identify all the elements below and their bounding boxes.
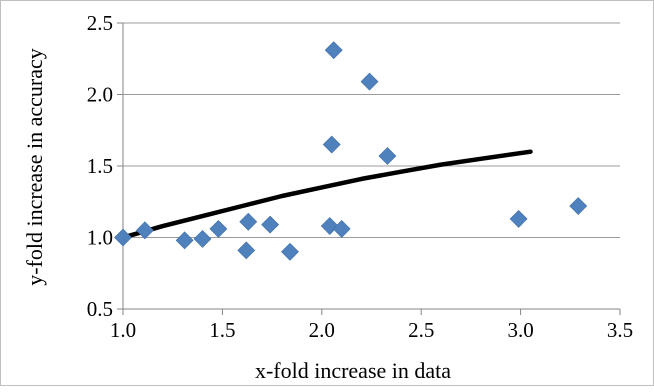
data-point: [332, 219, 351, 238]
y-tick-label: 0.5: [87, 297, 113, 321]
data-point: [281, 242, 299, 261]
y-tick-label: 1.0: [87, 226, 113, 250]
data-point: [114, 228, 132, 247]
x-tick-label: 1.0: [110, 318, 136, 342]
x-tick-label: 3.0: [507, 318, 533, 342]
data-point: [360, 72, 379, 91]
y-tick-labels: 0.5 1.0 1.5 2.0 2.5: [87, 11, 113, 321]
gridlines: [123, 22, 620, 310]
data-point: [209, 219, 228, 238]
data-point: [193, 230, 212, 248]
data-point: [509, 209, 528, 228]
data-point: [261, 215, 280, 234]
x-tick-labels: 1.0 1.5 2.0 2.5 3.0 3.5: [110, 318, 633, 342]
data-point: [175, 231, 194, 250]
y-axis-title: y-fold increase in accuracy: [22, 48, 47, 286]
data-point: [569, 197, 588, 215]
x-tick-label: 1.5: [209, 318, 235, 342]
y-tick-label: 2.0: [87, 83, 113, 107]
y-tick-label: 2.5: [87, 11, 113, 35]
x-tick-label: 2.0: [309, 318, 335, 342]
y-tick-label: 1.5: [87, 154, 113, 178]
data-point: [320, 217, 339, 235]
data-point: [135, 221, 154, 240]
axes: [117, 22, 621, 315]
x-tick-label: 2.5: [408, 318, 434, 342]
data-point: [324, 41, 343, 60]
data-point: [239, 212, 258, 231]
trendline-group: [120, 149, 533, 240]
x-tick-label: 3.5: [607, 318, 633, 342]
x-axis-title: x-fold increase in data: [255, 358, 451, 383]
data-point: [237, 241, 256, 260]
trendline: [120, 149, 533, 240]
data-point: [322, 135, 341, 154]
data-points: [114, 41, 588, 261]
data-point: [378, 147, 397, 165]
